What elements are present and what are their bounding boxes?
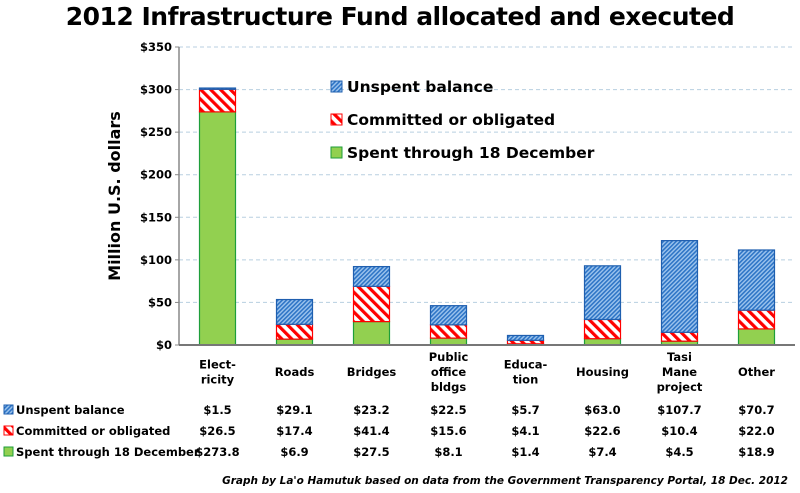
y-tick-label: $100 [140, 253, 172, 267]
bar-spent-through-18-december [429, 337, 468, 346]
x-category-label: Mane [662, 365, 697, 379]
bars [198, 87, 776, 346]
y-tick-label: $150 [140, 210, 172, 224]
bar-committed-or-obligated [583, 318, 622, 340]
bar-committed-or-obligated [429, 324, 468, 339]
bar-committed-or-obligated [198, 88, 237, 113]
bar-committed-or-obligated [737, 309, 776, 330]
y-tick-label: $300 [140, 83, 172, 97]
bar-unspent-balance [737, 249, 776, 311]
table-cell: $7.4 [588, 445, 616, 459]
table-cell: $1.4 [511, 445, 539, 459]
table-cell: $273.8 [195, 445, 239, 459]
bar-unspent-balance [352, 265, 391, 287]
table-cell: $26.5 [199, 424, 235, 438]
table-cell: $22.6 [584, 424, 620, 438]
axes [175, 46, 795, 346]
table-cell: $18.9 [738, 445, 774, 459]
legend-label: Spent through 18 December [347, 144, 595, 162]
table-cell: $23.2 [353, 403, 389, 417]
bar-committed-or-obligated [275, 323, 314, 340]
legend-label: Unspent balance [347, 78, 493, 96]
table-cell: $29.1 [276, 403, 312, 417]
bar-unspent-balance [429, 305, 468, 326]
table-cell: $63.0 [584, 403, 620, 417]
table-cell: $8.1 [434, 445, 462, 459]
table-cell: $27.5 [353, 445, 389, 459]
legend-swatch [330, 146, 343, 159]
table-cell: $4.5 [665, 445, 693, 459]
table-cell: $107.7 [657, 403, 701, 417]
x-category-label: Other [738, 365, 775, 379]
table-cell: $1.5 [203, 403, 231, 417]
y-tick-label: $50 [148, 295, 172, 309]
table-cell: $41.4 [353, 424, 389, 438]
y-axis-label: Million U.S. dollars [105, 111, 124, 281]
table-cell: $6.9 [280, 445, 308, 459]
bar-unspent-balance [198, 87, 237, 90]
legend: Unspent balance Committed or obligated Spe… [330, 78, 595, 162]
table-legend-swatch [3, 446, 14, 457]
x-category-label: project [657, 380, 703, 394]
x-category-label: Roads [275, 365, 315, 379]
x-category-label: ricity [201, 373, 235, 387]
x-category-label: Public [429, 350, 469, 364]
legend-swatch [330, 80, 343, 93]
table-row-label: Spent through 18 December [16, 445, 200, 459]
x-category-label: Elect- [199, 358, 236, 372]
x-category-label: Housing [576, 365, 629, 379]
x-category-label: Tasi [667, 350, 692, 364]
bar-spent-through-18-december [737, 328, 776, 346]
table-legend-swatch [3, 425, 14, 436]
y-tick-labels: $0 $50 $100 $150 $200 $250 $300 $350 [140, 40, 172, 352]
x-category-label: tion [513, 373, 539, 387]
table-cell: $22.5 [430, 403, 466, 417]
x-category-label: Bridges [347, 365, 397, 379]
chart-title: 2012 Infrastructure Fund allocated and e… [65, 2, 735, 31]
table-legend-swatch [3, 404, 14, 415]
x-category-label: Educa- [504, 358, 548, 372]
legend-swatch [330, 113, 343, 126]
table-cell: $70.7 [738, 403, 774, 417]
bar-unspent-balance [275, 298, 314, 325]
x-category-label: office [431, 365, 467, 379]
y-tick-label: $250 [140, 125, 172, 139]
bar-unspent-balance [660, 240, 699, 333]
table-row-label: Committed or obligated [16, 424, 170, 438]
table-cell: $5.7 [511, 403, 539, 417]
source-annotation: Graph by La'o Hamutuk based on data from… [222, 475, 788, 487]
table-cell: $17.4 [276, 424, 312, 438]
bar-committed-or-obligated [352, 285, 391, 323]
bar-spent-through-18-december [352, 320, 391, 346]
x-category-label: bldgs [431, 380, 467, 394]
bar-committed-or-obligated [660, 331, 699, 342]
table-cell: $15.6 [430, 424, 466, 438]
table-cell: $22.0 [738, 424, 774, 438]
y-tick-label: $350 [140, 40, 172, 54]
bar-spent-through-18-december [198, 111, 237, 346]
table-row-label: Unspent balance [16, 403, 125, 417]
table-cell: $4.1 [511, 424, 539, 438]
table-cell: $10.4 [661, 424, 697, 438]
y-tick-label: $0 [156, 338, 172, 352]
y-tick-label: $200 [140, 168, 172, 182]
data-table: Unspent balance $1.5 $29.1 $23.2 $22.5 $5.7 $6… [3, 403, 775, 459]
bar-unspent-balance [583, 265, 622, 321]
bar-unspent-balance [506, 334, 545, 341]
x-category-labels: Elect-ricity Roads Bridges Publicofficebldg… [199, 350, 775, 394]
legend-label: Committed or obligated [347, 111, 555, 129]
